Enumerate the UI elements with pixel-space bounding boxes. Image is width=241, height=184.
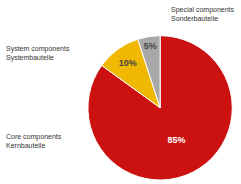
svg-text:Special componentsSonderbautei: Special componentsSonderbauteile bbox=[171, 6, 235, 22]
svg-text:5%: 5% bbox=[144, 41, 157, 51]
svg-text:Core componentsKernbauteile: Core componentsKernbauteile bbox=[6, 133, 62, 149]
svg-text:System componentsSystembauteil: System componentsSystembauteile bbox=[6, 45, 70, 62]
svg-text:85%: 85% bbox=[167, 135, 185, 145]
svg-text:10%: 10% bbox=[119, 58, 137, 68]
